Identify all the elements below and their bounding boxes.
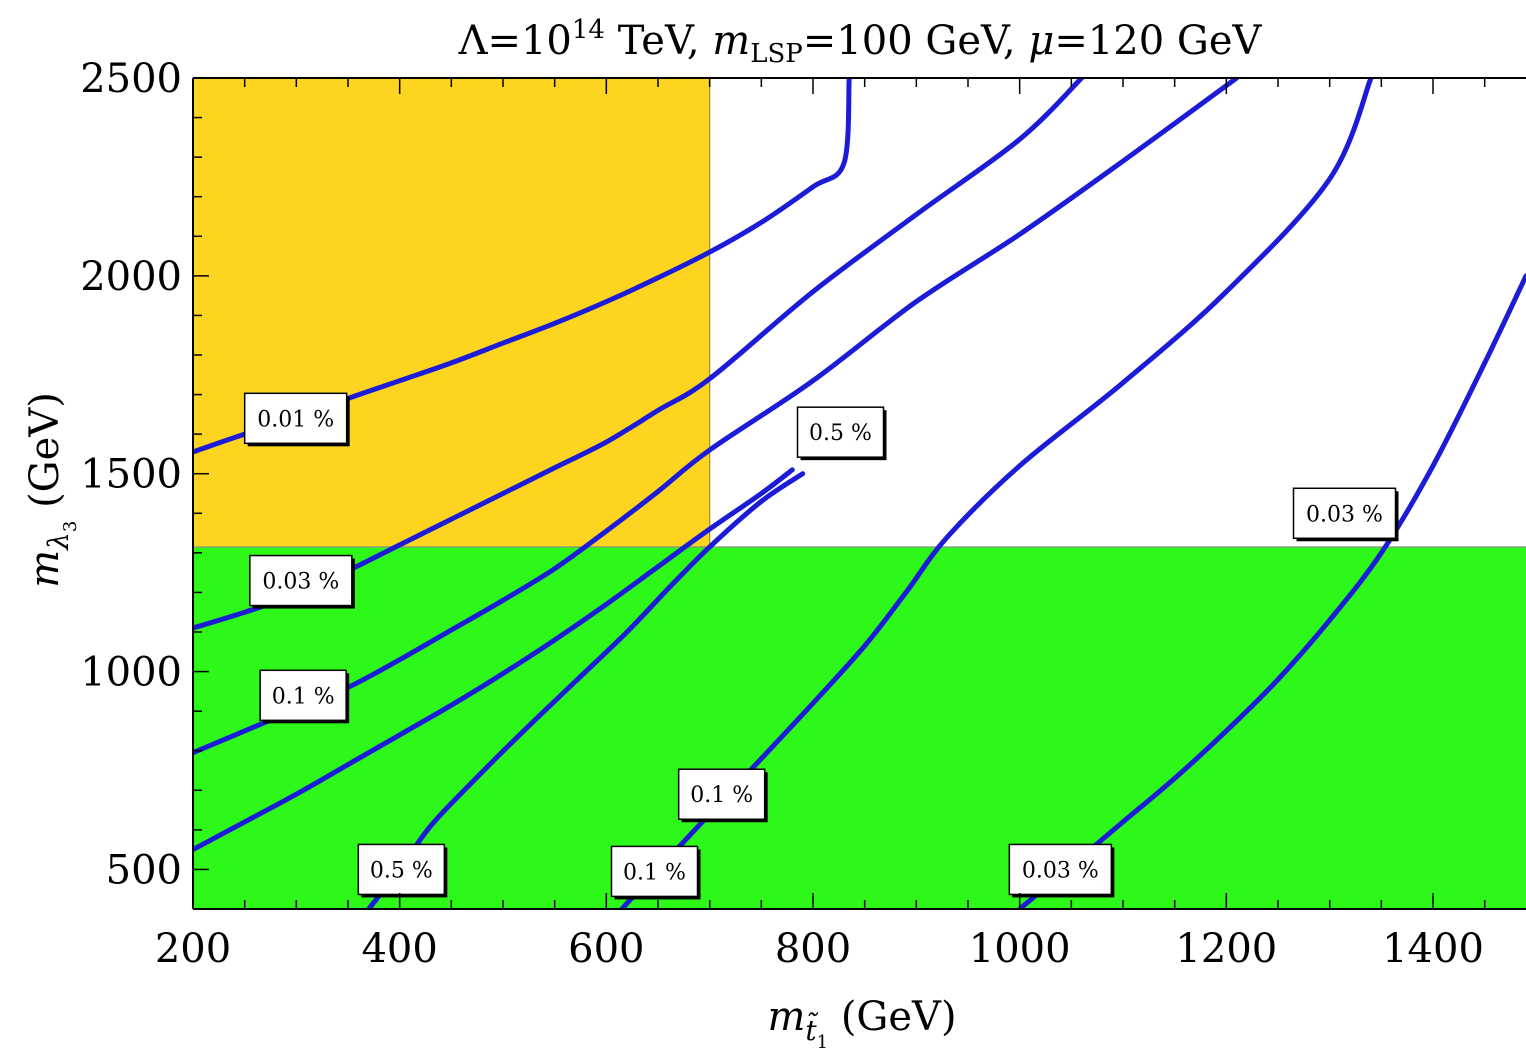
x-tick-label: 200 (155, 926, 231, 972)
contour-label-text: 0.03 % (262, 570, 339, 595)
contour-label-text: 0.03 % (1022, 858, 1099, 883)
contour-label-6: 0.5 % (357, 843, 448, 898)
contour-label-text: 0.03 % (1306, 502, 1383, 527)
contour-label-box (677, 768, 766, 820)
contour-label-text: 0.01 % (257, 407, 334, 432)
y-tick-label: 1500 (80, 452, 182, 498)
contour-label-box (243, 392, 348, 445)
contour-label-2: 0.1 % (259, 669, 350, 724)
y-label-m: m (22, 550, 68, 588)
x-tick-label: 1400 (1382, 926, 1484, 972)
x-label-subsubscript: 1 (817, 1032, 828, 1050)
plot-frame (192, 77, 1526, 910)
y-tick-label: 1000 (80, 650, 182, 696)
contour-line-6 (1017, 273, 1526, 909)
contour-label-box (249, 554, 353, 607)
y-axis-label: mλ3 (GeV) (22, 392, 81, 588)
x-tick-label: 800 (775, 926, 851, 972)
contour-label-box (610, 845, 699, 898)
y-tick-label: 2500 (80, 56, 182, 102)
contour-label-8: 0.03 % (1008, 843, 1115, 898)
x-tick-label: 1000 (969, 926, 1071, 972)
contour-label-3: 0.5 % (796, 406, 887, 461)
x-label-subscript: t̃ (805, 1012, 819, 1047)
title-mu: μ (1028, 18, 1054, 64)
y-label-unit: (GeV) (22, 392, 68, 520)
y-label-subsubscript: 3 (60, 521, 81, 532)
x-label-m: m (767, 994, 805, 1040)
x-tick-label: 1200 (1175, 926, 1277, 972)
title-lambda: Λ=10 (458, 18, 572, 64)
x-label-unit: (GeV) (828, 994, 956, 1040)
title-mu-value: =120 GeV (1054, 18, 1262, 64)
contour-label-5: 0.1 % (677, 768, 768, 823)
contour-label-box (357, 843, 446, 896)
contour-label-box (796, 406, 885, 458)
title-lsp-value: =100 GeV, (803, 18, 1029, 64)
contour-line-3 (193, 467, 795, 853)
stop-excluded-region (193, 78, 710, 547)
x-axis-label: mt̃1 (GeV) (767, 994, 956, 1050)
contour-label-text: 0.1 % (272, 684, 335, 709)
contour-label-box (1292, 487, 1397, 540)
contour-label-text: 0.5 % (809, 421, 872, 446)
title-after-lambda: TeV, (605, 18, 712, 64)
contour-label-1: 0.03 % (249, 554, 355, 609)
contour-label-box (1008, 843, 1113, 896)
contour-label-0: 0.01 % (243, 392, 350, 447)
title-lambda-exponent: 14 (572, 15, 605, 45)
x-tick-label: 600 (568, 926, 644, 972)
contour-label-7: 0.1 % (610, 845, 701, 900)
axis-ticks: 200 400 600 800 1000 1200 1400 500 1000 1500 2000 2… (80, 56, 1486, 972)
y-tick-label: 500 (106, 847, 182, 893)
contour-label-text: 0.5 % (370, 858, 433, 883)
contour-label-4: 0.03 % (1292, 487, 1399, 542)
contour-labels: 0.01 % 0.03 % 0.1 % 0.5 % 0.03 % 0.1 % 0.5 % 0.… (243, 392, 1399, 900)
chart-title: Λ=1014 TeV, mLSP=100 GeV, μ=120 GeV (458, 15, 1263, 69)
title-m: m (712, 18, 750, 64)
x-tick-label: 400 (361, 926, 437, 972)
title-lsp-subscript: LSP (750, 39, 803, 69)
contour-line-4 (366, 471, 806, 909)
contour-label-box (259, 669, 347, 722)
contour-label-text: 0.1 % (690, 783, 753, 808)
y-tick-label: 2000 (80, 254, 182, 300)
y-label-subscript: λ (42, 532, 75, 551)
contour-label-text: 0.1 % (623, 860, 686, 885)
